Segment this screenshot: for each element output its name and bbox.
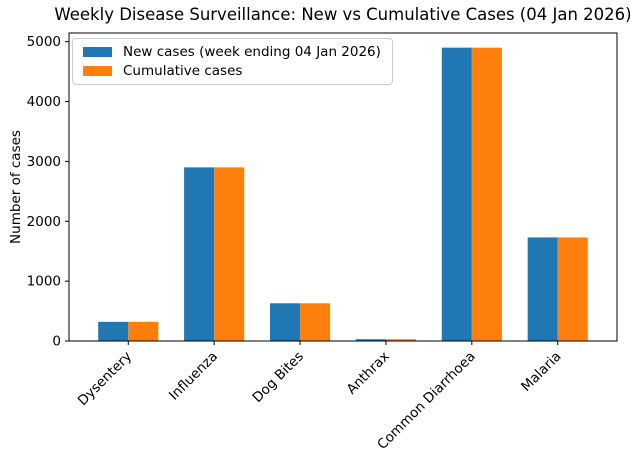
y-tick-label: 3000 [27,154,61,170]
bar-new-influenza [184,167,215,341]
x-tick-label-malaria: Malaria [518,349,564,395]
bar-cumulative-malaria [557,237,588,341]
legend-label-new-cases: New cases (week ending 04 Jan 2026) [123,44,381,60]
y-tick-label: 5000 [27,34,61,50]
bar-new-common-diarrhoea [441,47,472,342]
x-tick-label-influenza: Influenza [166,349,221,404]
bar-cumulative-influenza [214,167,245,341]
y-tick-label: 4000 [27,94,61,110]
legend-item-cumulative-cases: Cumulative cases [83,63,381,79]
legend-swatch-cumulative-cases-icon [83,66,112,76]
legend: New cases (week ending 04 Jan 2026) Cumu… [72,38,393,85]
axes-frame [68,32,618,342]
x-tick-label-anthrax: Anthrax [344,349,393,398]
bar-cumulative-dysentery [128,321,159,341]
bar-cumulative-anthrax [385,339,417,341]
bar-cumulative-common-diarrhoea [471,47,502,342]
bar-new-dog-bites [269,303,301,341]
bar-new-dysentery [98,321,129,341]
x-tick-label-dysentery: Dysentery [75,349,135,409]
x-tick-label-common-diarrhoea: Common Diarrhoea [374,349,478,453]
y-tick-label: 1000 [27,274,61,290]
bar-new-anthrax [355,339,386,341]
bar-new-malaria [527,237,558,341]
legend-swatch-new-cases-icon [83,47,112,57]
bar-cumulative-dog-bites [300,303,331,341]
y-tick-label: 0 [52,334,61,350]
y-tick-label: 2000 [27,214,61,230]
x-tick-label-dog-bites: Dog Bites [250,349,307,406]
legend-label-cumulative-cases: Cumulative cases [123,63,243,79]
legend-item-new-cases: New cases (week ending 04 Jan 2026) [83,44,381,60]
chart-title: Weekly Disease Surveillance: New vs Cumu… [54,5,632,24]
